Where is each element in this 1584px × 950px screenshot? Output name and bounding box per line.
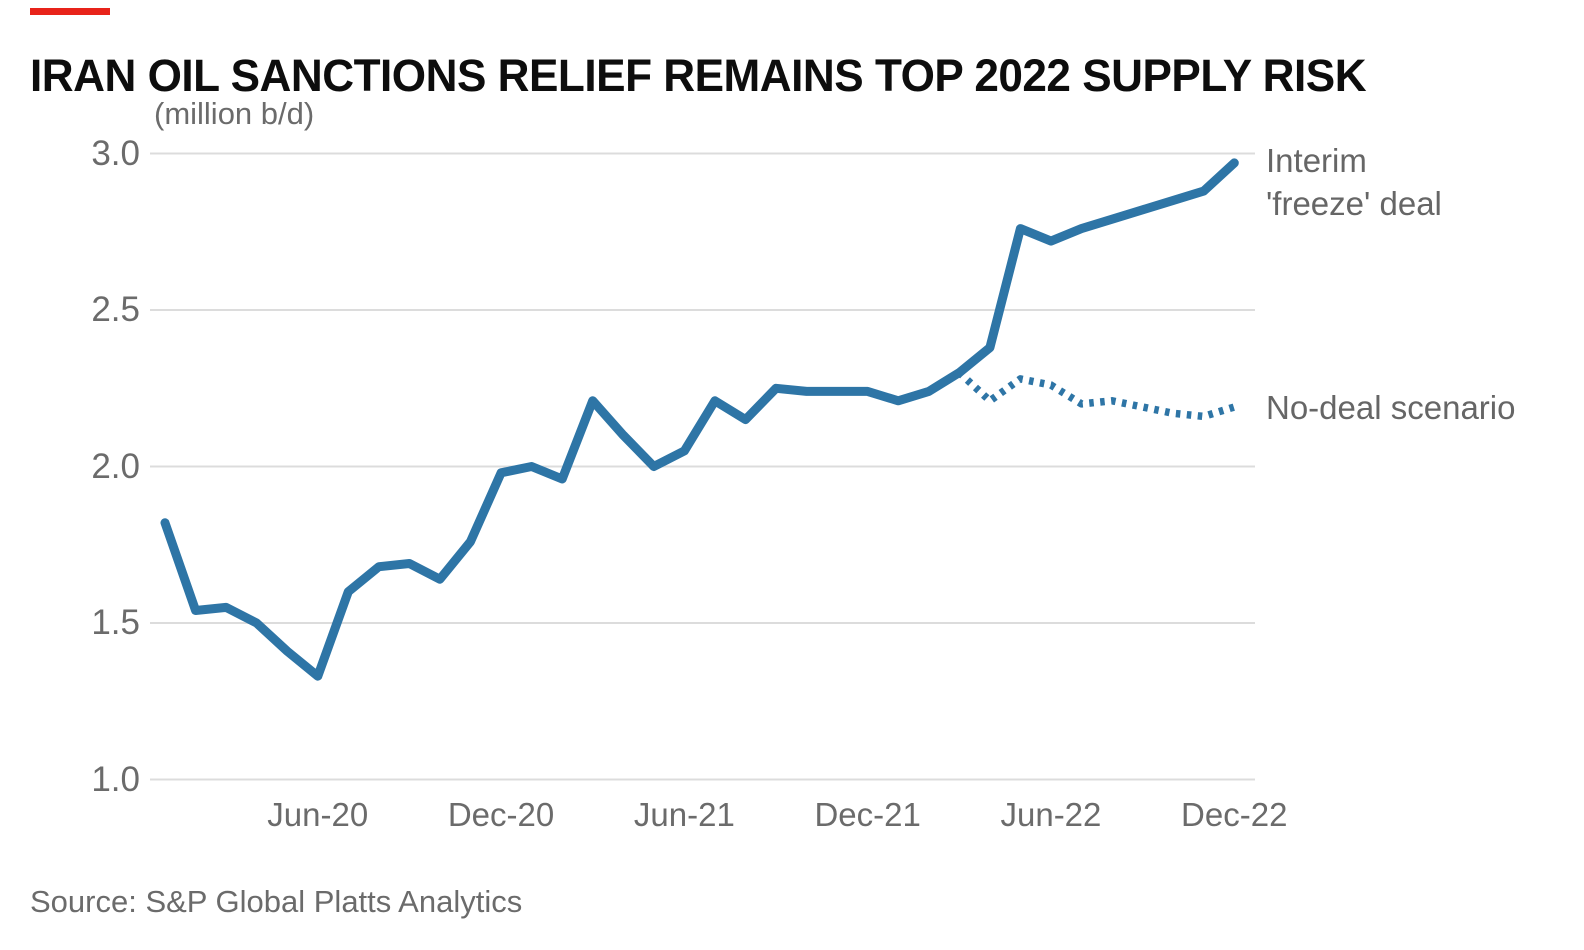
page-title: IRAN OIL SANCTIONS RELIEF REMAINS TOP 20… — [30, 50, 1367, 102]
x-tick-label: Dec-21 — [814, 796, 921, 833]
x-tick-label: Jun-21 — [633, 796, 735, 833]
y-tick-label: 1.0 — [91, 759, 140, 799]
series-label-no-deal-scenario: No-deal scenario — [1266, 389, 1516, 426]
y-axis-unit-label: (million b/d) — [154, 96, 315, 131]
x-tick-label: Jun-22 — [1000, 796, 1102, 833]
series-label-line2: 'freeze' deal — [1266, 185, 1442, 222]
series-label-interim-freeze-deal: Interim 'freeze' deal — [1266, 139, 1442, 225]
x-tick-label: Jun-20 — [267, 796, 369, 833]
y-tick-label: 3.0 — [91, 133, 140, 173]
y-tick-label: 1.5 — [91, 603, 140, 642]
x-tick-label: Dec-22 — [1181, 796, 1288, 833]
source-attribution: Source: S&P Global Platts Analytics — [30, 884, 523, 919]
series-line-solid — [160, 158, 1239, 681]
series-label-line1: Interim — [1266, 142, 1367, 179]
y-tick-label: 2.5 — [91, 290, 140, 329]
y-tick-label: 2.0 — [91, 446, 140, 486]
x-tick-label: Dec-20 — [447, 796, 555, 833]
brand-accent-bar — [30, 8, 110, 15]
series-line-dotted — [956, 369, 1236, 421]
